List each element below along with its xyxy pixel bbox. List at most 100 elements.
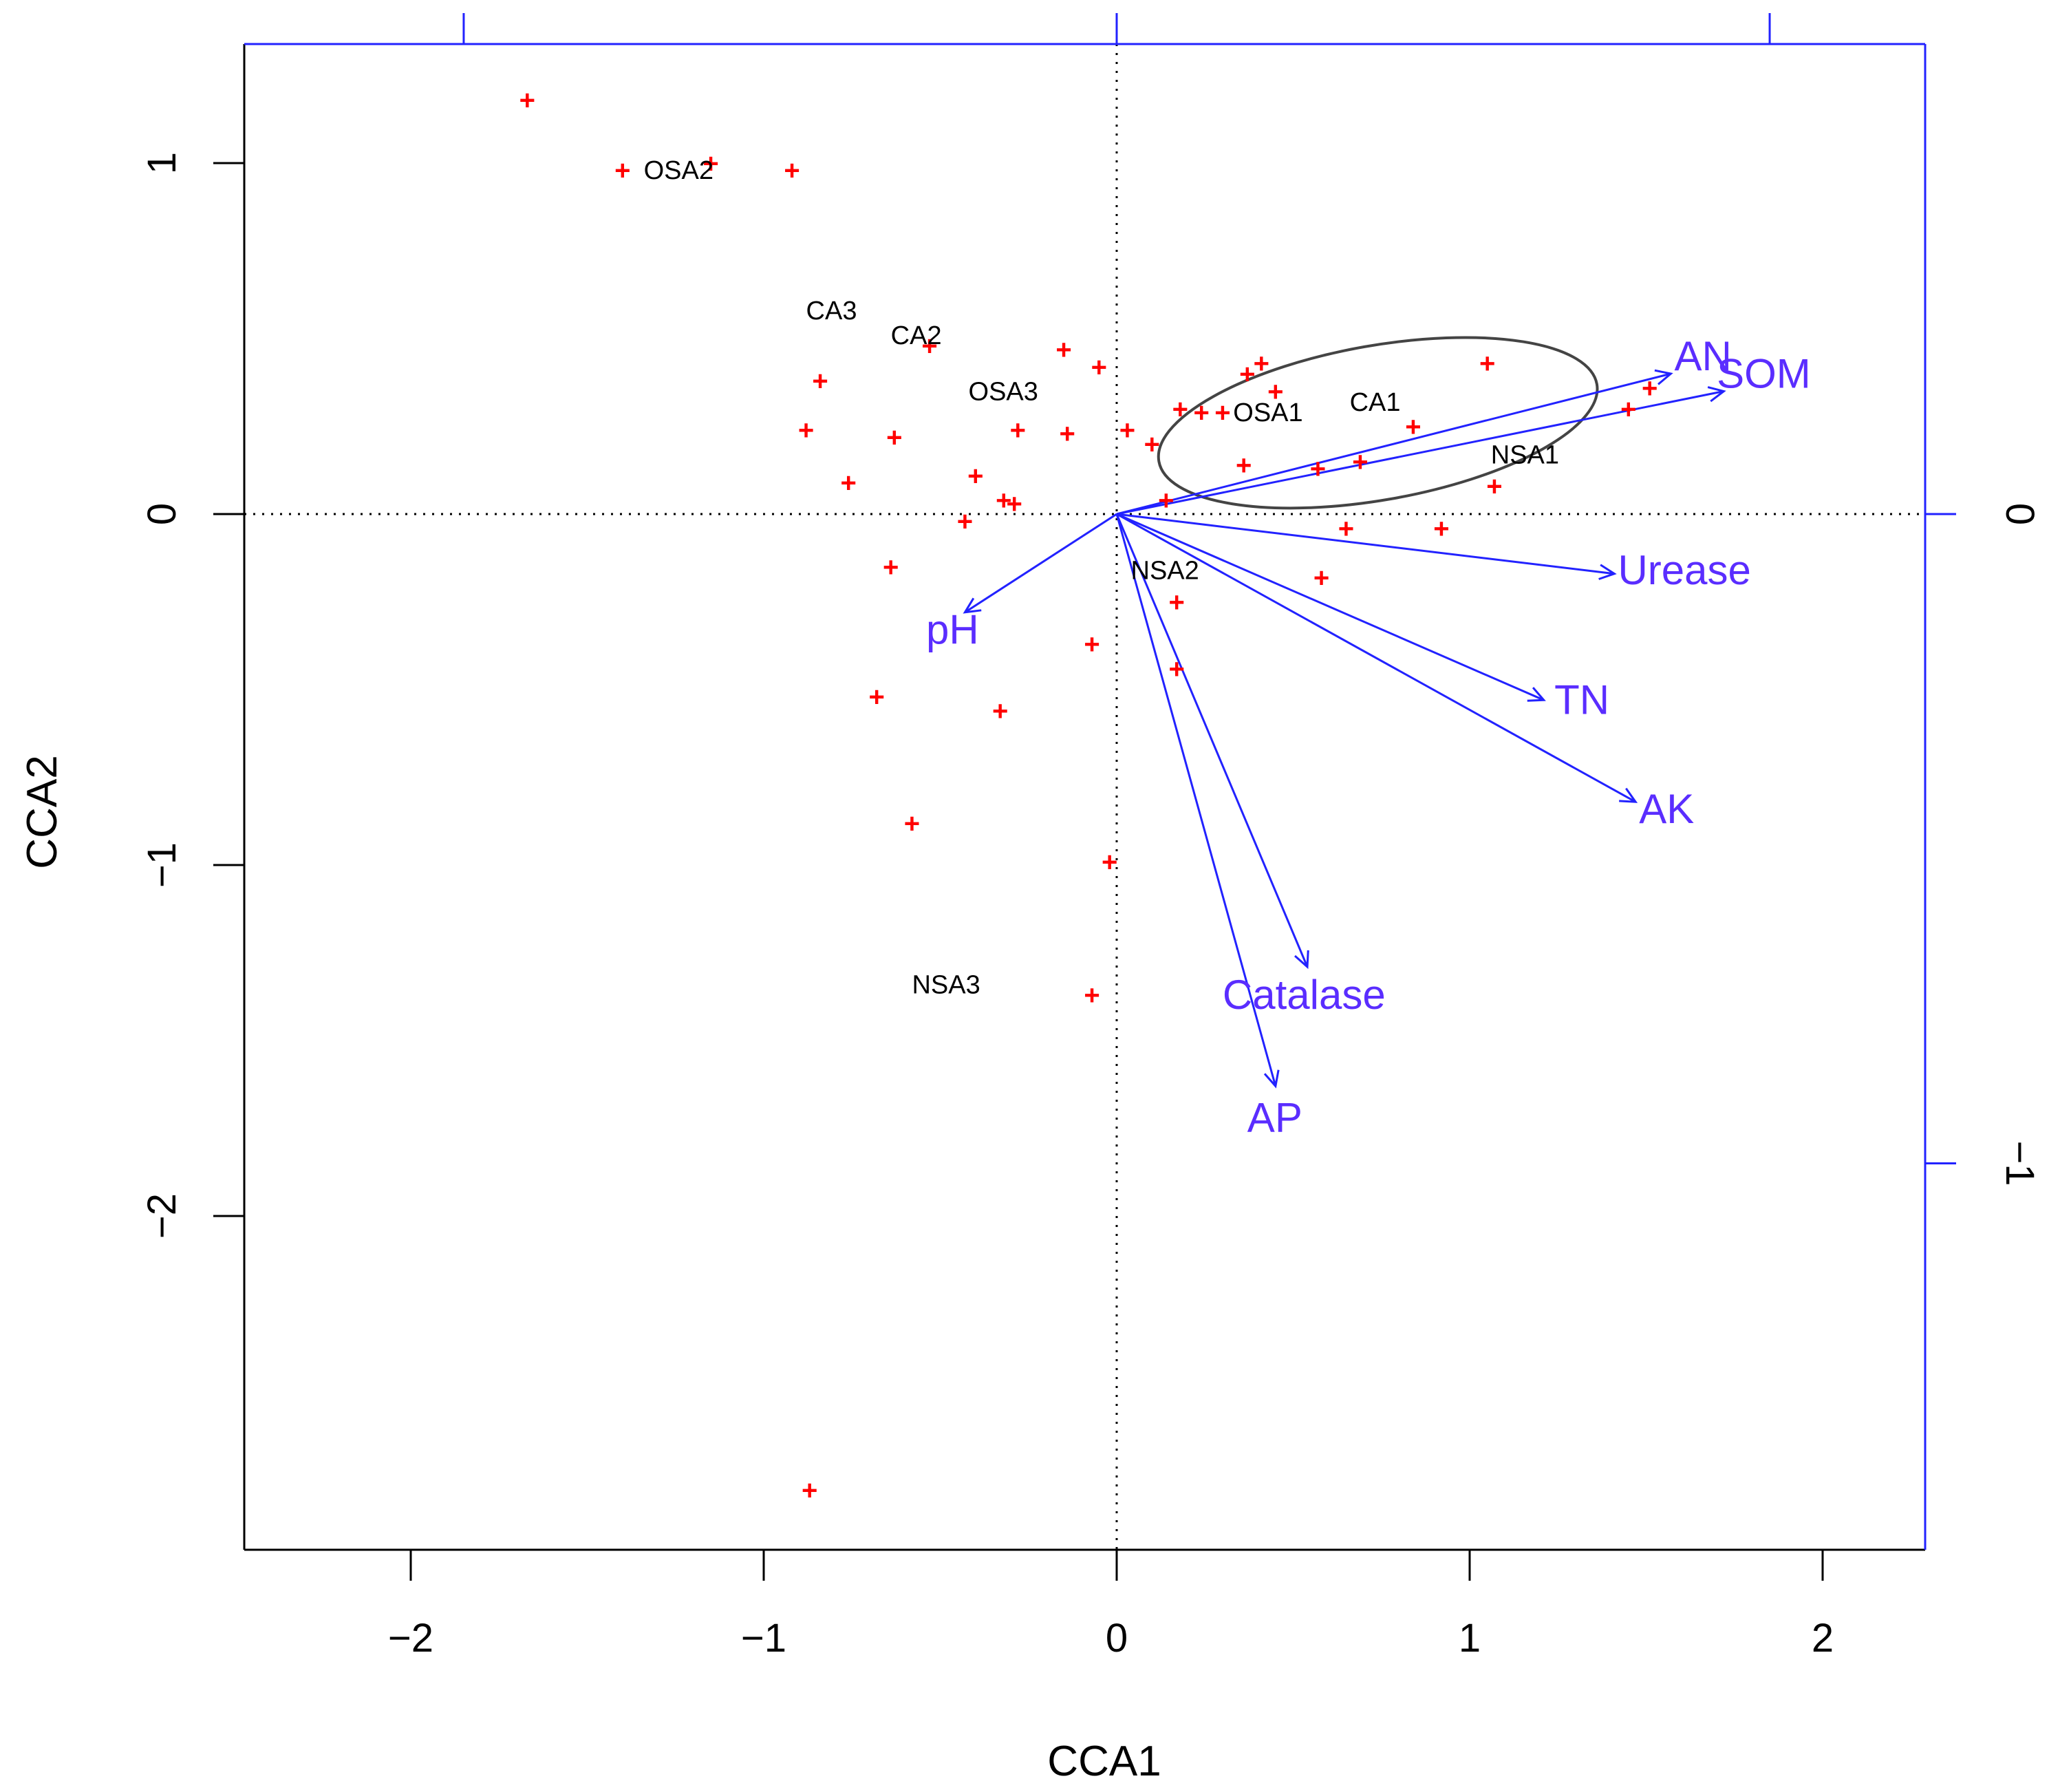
axes-layer: −2 −1 0 1 2 −2 −1 0 1 0 −1 (140, 13, 2042, 1661)
site-point: + (1172, 394, 1188, 425)
arrowhead-ph (963, 597, 982, 614)
x-tick-label: 2 (1812, 1616, 1834, 1661)
site-point: + (1214, 398, 1230, 428)
site-point: + (1010, 416, 1026, 446)
vector-label-ak: AK (1639, 786, 1694, 832)
site-point: + (1310, 454, 1326, 484)
vector-label-an: AN (1675, 333, 1732, 379)
site-point: + (904, 809, 920, 839)
site-label-ca2: CA2 (891, 321, 942, 350)
arrowhead-tn (1527, 687, 1546, 702)
site-point: + (1060, 419, 1075, 449)
site-point: + (1239, 359, 1255, 390)
vector-label-ap: AP (1247, 1095, 1302, 1141)
right-tick-label: 0 (1997, 503, 2042, 525)
site-point: + (883, 553, 899, 583)
site-point: + (1193, 398, 1209, 428)
site-point: + (868, 682, 884, 712)
site-point: + (1620, 394, 1636, 425)
arrowhead-catalase (1294, 950, 1309, 970)
site-point: + (957, 506, 973, 537)
arrowhead-an (1654, 369, 1673, 385)
site-point: + (1119, 416, 1135, 446)
site-point: + (1405, 412, 1421, 442)
site-point: + (784, 156, 800, 186)
site-point: + (1642, 373, 1658, 403)
site-label-osa3: OSA3 (969, 378, 1038, 407)
x-tick-label: −1 (741, 1616, 786, 1661)
site-point: + (802, 1475, 817, 1506)
site-label-nsa2: NSA2 (1131, 557, 1199, 586)
site-point: + (921, 331, 937, 361)
site-point: + (1084, 630, 1099, 660)
site-point: + (1236, 451, 1252, 481)
vector-label-som: SOM (1717, 350, 1811, 396)
site-label-osa1: OSA1 (1233, 398, 1302, 427)
site-point: + (812, 366, 828, 396)
y-tick-label: −2 (140, 1193, 184, 1239)
site-point: + (1007, 489, 1022, 520)
site-point: + (1254, 349, 1269, 379)
site-point: + (1144, 429, 1160, 460)
site-point: + (1352, 447, 1368, 478)
site-point: + (1169, 588, 1185, 618)
site-point: + (840, 468, 856, 498)
right-tick-label: −1 (1997, 1140, 2042, 1186)
site-point: + (967, 461, 983, 491)
vector-an (1116, 372, 1671, 515)
site-point: + (1158, 486, 1174, 516)
group-ellipse (1157, 336, 1599, 510)
site-label-nsa3: NSA3 (912, 970, 980, 999)
site-point: + (1091, 352, 1107, 383)
site-point: + (519, 85, 535, 116)
arrowhead-urease (1598, 564, 1617, 580)
site-point: + (1338, 513, 1354, 544)
x-tick-label: −2 (388, 1616, 433, 1661)
vector-label-urease: Urease (1618, 547, 1750, 593)
vector-label-ph: pH (926, 607, 979, 653)
vector-catalase (1115, 513, 1309, 968)
vector-ph (964, 513, 1117, 614)
site-point: + (1169, 654, 1185, 684)
site-point: + (1084, 981, 1099, 1011)
site-point: + (798, 416, 814, 446)
y-tick-label: 1 (140, 152, 184, 174)
point-layer: ++ +++++ ++ +++++ ++++ ++ + +++++ + ++++++++ +++++… (519, 85, 1658, 1506)
site-label-osa2: OSA2 (644, 156, 714, 185)
site-point: + (992, 696, 1008, 727)
y-tick-label: 0 (140, 503, 184, 525)
site-label-layer: OSA2 CA3 CA2 OSA3 OSA1 CA1 NSA1 NSA2 NSA3 (644, 156, 1559, 999)
vector-label-tn: TN (1554, 677, 1609, 723)
arrowhead-som (1707, 386, 1726, 403)
site-point: + (1433, 513, 1449, 544)
vector-ak (1116, 513, 1636, 803)
site-point: + (614, 156, 630, 186)
y-axis-title: CCA2 (19, 755, 66, 868)
arrowhead-ap (1263, 1069, 1280, 1089)
site-point: + (996, 486, 1011, 516)
site-label-ca1: CA1 (1350, 388, 1401, 417)
x-tick-label: 0 (1106, 1616, 1128, 1661)
site-point: + (1055, 334, 1071, 365)
site-point: + (1479, 349, 1495, 379)
ellipse-layer (1157, 336, 1599, 510)
site-point: + (1486, 471, 1502, 502)
site-label-nsa1: NSA1 (1491, 440, 1559, 469)
reference-lines (244, 44, 1925, 1550)
y-tick-label: −1 (140, 842, 184, 888)
site-point: + (1267, 377, 1283, 407)
vector-urease (1116, 513, 1615, 575)
vector-som (1116, 390, 1724, 515)
vector-label-catalase: Catalase (1223, 972, 1386, 1018)
site-point: + (1313, 563, 1329, 593)
x-tick-label: 1 (1459, 1616, 1481, 1661)
site-point: + (886, 423, 902, 453)
site-label-ca3: CA3 (806, 297, 857, 326)
x-axis-title: CCA1 (1047, 1738, 1161, 1785)
vector-tn (1116, 513, 1545, 701)
site-point: + (1102, 847, 1117, 877)
vector-ap (1115, 513, 1277, 1087)
